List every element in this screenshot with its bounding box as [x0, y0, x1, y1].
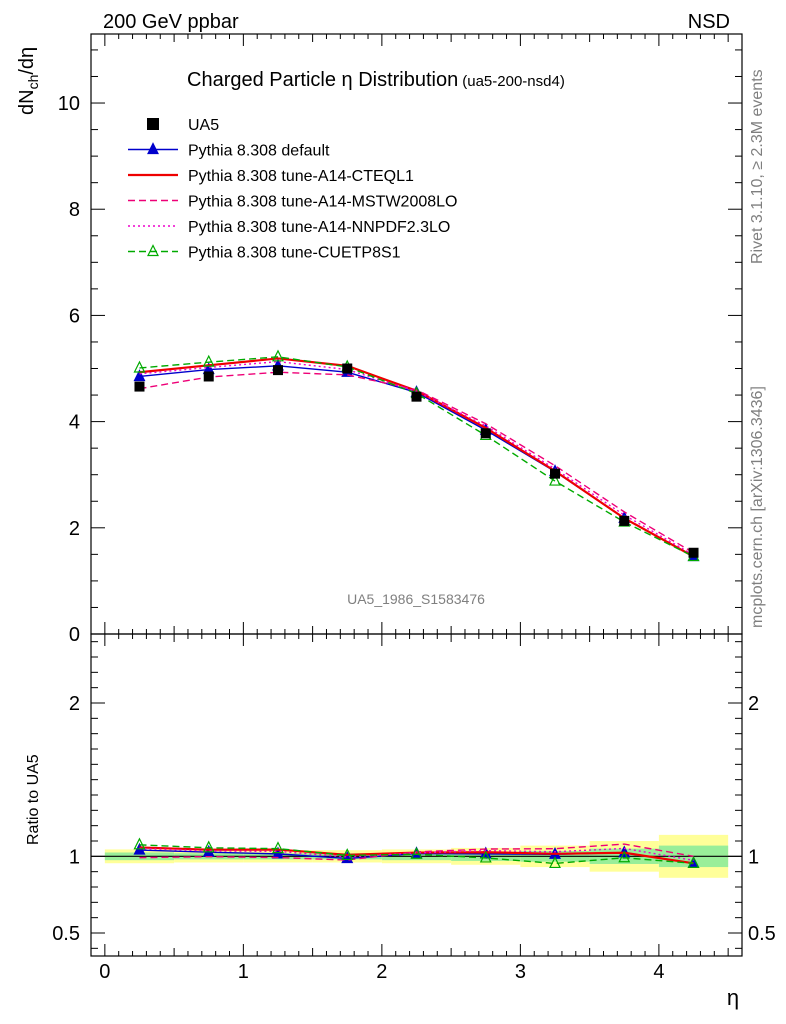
ratio-plot-frame	[90, 633, 743, 957]
y-tick-label: 10	[58, 93, 80, 115]
y-axis-label: dNch/dη	[16, 47, 41, 115]
series-line-4	[139, 356, 694, 558]
data-point-3	[342, 363, 353, 374]
legend: UA5 Pythia 8.308 default Pythia 8.308 tune…	[128, 117, 457, 262]
y-tick-label: 2	[69, 518, 80, 540]
chart-title: Charged Particle η Distribution (ua5-200-…	[187, 69, 565, 91]
ratio-marker-4-8	[687, 856, 700, 868]
header-right: NSD	[688, 11, 730, 33]
ratio-tick-label: 2	[69, 693, 80, 715]
legend-label-4: Pythia 8.308 tune-A14-NNPDF2.3LO	[188, 219, 450, 236]
legend-marker-1	[147, 142, 159, 155]
y-tick-label: 4	[69, 412, 80, 434]
x-tick-label: 3	[515, 961, 526, 983]
analysis-id: UA5_1986_S1583476	[347, 591, 485, 607]
ratio-tick-label: 1	[69, 846, 80, 868]
data-point-1	[203, 371, 214, 382]
ratio-line-2	[139, 843, 694, 861]
series-marker-4-0	[133, 360, 146, 373]
ratio-marker-4-7	[618, 850, 631, 863]
legend-marker-data	[147, 118, 159, 130]
x-tick-label: 0	[99, 961, 110, 983]
data-point-4	[411, 391, 422, 402]
ratio-marker-4-1	[202, 840, 215, 853]
data-point-7	[619, 515, 630, 526]
ratio-tick-label-right: 2	[748, 693, 759, 715]
ratio-marker-4-2	[272, 841, 284, 854]
series-marker-4-6	[549, 473, 561, 486]
ratio-tick-label-right: 1	[748, 846, 759, 868]
y-tick-label: 8	[69, 199, 80, 221]
legend-marker-5	[147, 244, 159, 257]
data-point-0	[134, 381, 145, 392]
ratio-marker-4-4	[410, 846, 423, 859]
y-tick-label: 6	[69, 305, 80, 327]
data-point-5	[480, 428, 491, 439]
ratio-marker-4-5	[479, 850, 492, 863]
x-tick-label: 4	[653, 961, 664, 983]
data-point-8	[688, 547, 699, 558]
series-marker-4-1	[202, 354, 215, 367]
ratio-marker-4-0	[133, 837, 146, 850]
ratio-series-group	[133, 837, 700, 869]
legend-label-3: Pythia 8.308 tune-A14-MSTW2008LO	[188, 194, 457, 211]
x-tick-label: 2	[376, 961, 387, 983]
axis-ticks: 0 1 2 3 4 0 2 4 6 8 10 0.5 0.5 1 1 2 2	[52, 34, 776, 983]
ratio-axis-label: Ratio to UA5	[25, 754, 42, 845]
series-line-2	[139, 371, 694, 554]
series-marker-0-0	[133, 369, 146, 382]
chart-title-sub: (ua5-200-nsd4)	[462, 73, 565, 90]
chart-title-main: Charged Particle η Distribution	[187, 69, 458, 91]
y-tick-label: 0	[69, 624, 80, 646]
ratio-marker-4-6	[549, 856, 561, 869]
legend-label-1: Pythia 8.308 default	[188, 143, 330, 160]
data-point-6	[550, 468, 561, 479]
ratio-tick-label-right: 0.5	[748, 923, 776, 945]
ratio-line-4	[139, 844, 694, 865]
data-point-2	[272, 365, 283, 376]
series-line-3	[139, 360, 694, 556]
legend-label-0: UA5	[188, 117, 219, 134]
mcplots-label: mcplots.cern.ch [arXiv:1306.3436]	[749, 386, 766, 628]
ratio-marker-4-3	[341, 848, 354, 861]
rivet-label: Rivet 3.1.10, ≥ 2.3M events	[749, 69, 766, 264]
series-marker-4-2	[272, 349, 284, 362]
header-left: 200 GeV ppbar	[103, 11, 239, 33]
x-tick-label: 1	[238, 961, 249, 983]
main-series-group	[133, 349, 700, 562]
x-axis-label: η	[727, 985, 739, 1010]
ratio-tick-label: 0.5	[52, 923, 80, 945]
legend-label-5: Pythia 8.308 tune-CUETP8S1	[188, 245, 401, 262]
legend-label-2: Pythia 8.308 tune-A14-CTEQL1	[188, 168, 414, 185]
